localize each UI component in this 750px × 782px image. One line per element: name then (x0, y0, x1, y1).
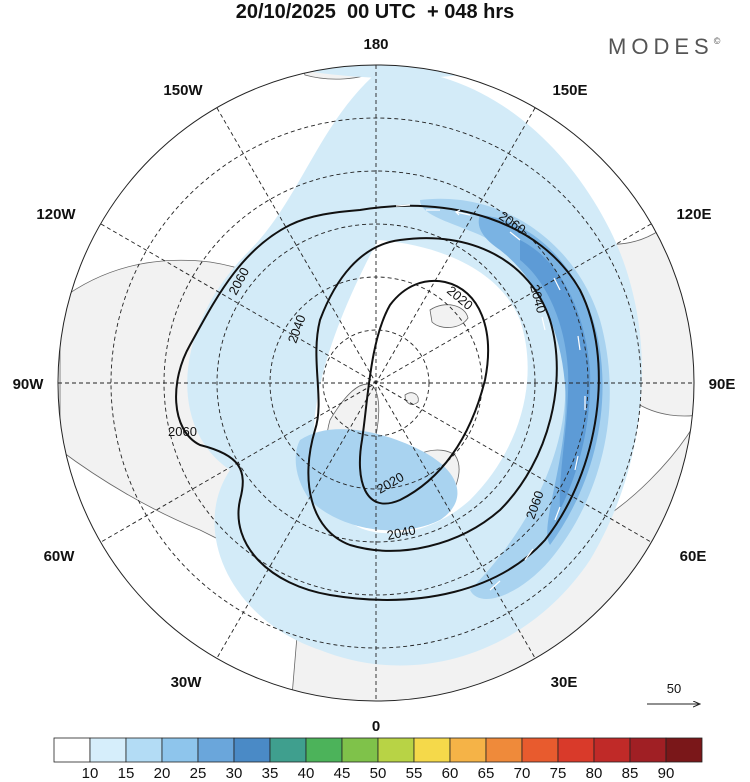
brand-text: MODES (608, 34, 714, 59)
colorbar-swatch (449, 737, 487, 763)
lon-label-30w: 30W (171, 674, 203, 691)
lon-label-60e: 60E (680, 548, 707, 565)
colorbar-tick-label: 25 (190, 765, 207, 782)
longitude-labels: 180 150E 120E 90E 60E 30E 0 30W 60W 90W … (13, 36, 736, 735)
colorbar-swatch (593, 737, 631, 763)
colorbar-tick-label: 90 (658, 765, 675, 782)
contour-label: 2040 (386, 522, 417, 543)
colorbar-tick-label: 50 (370, 765, 387, 782)
colorbar-tick-label: 80 (586, 765, 603, 782)
lon-label-180: 180 (363, 36, 388, 53)
colorbar-tick-label: 10 (82, 765, 99, 782)
colorbar-tick-label: 85 (622, 765, 639, 782)
colorbar-swatch (125, 737, 163, 763)
lon-label-150w: 150W (163, 82, 203, 99)
lon-label-90e: 90E (709, 376, 736, 393)
brand-mark: © (713, 36, 721, 46)
colorbar-tick-label: 15 (118, 765, 135, 782)
lon-label-120e: 120E (676, 206, 711, 223)
reference-vector: 50 (647, 681, 700, 704)
colorbar-swatch (413, 737, 451, 763)
map-content (58, 65, 694, 701)
lon-label-60w: 60W (44, 548, 76, 565)
colorbar-swatch (665, 737, 703, 763)
colorbar-tick-label: 40 (298, 765, 315, 782)
geopotential-contours (175, 204, 600, 601)
colorbar-swatch (485, 737, 523, 763)
colorbar-swatch (557, 737, 595, 763)
lon-label-30e: 30E (551, 674, 578, 691)
contour-2040 (307, 237, 558, 552)
contour-label: 2060 (168, 424, 197, 439)
colorbar-swatch (53, 737, 91, 763)
jet-core (520, 240, 591, 510)
colorbar-swatch (197, 737, 235, 763)
colorbar-tick-label: 45 (334, 765, 351, 782)
contour-2020 (358, 279, 489, 505)
contour-label: 2040 (527, 283, 549, 315)
colorbar: 10 15 20 25 30 35 40 45 50 55 60 65 70 75 80 85 90 (53, 737, 703, 782)
colorbar-tick-label: 35 (262, 765, 279, 782)
colorbar-swatch (305, 737, 343, 763)
map-title: 20/10/2025 00 UTC + 048 hrs (235, 1, 515, 23)
colorbar-swatch (377, 737, 415, 763)
colorbar-tick-label: 20 (154, 765, 171, 782)
wind-vectors (395, 204, 586, 591)
colorbar-swatch (521, 737, 559, 763)
reference-vector-label: 50 (667, 681, 681, 696)
colorbar-tick-label: 55 (406, 765, 423, 782)
lon-label-0: 0 (372, 718, 380, 735)
colorbar-tick-label: 70 (514, 765, 531, 782)
colorbar-swatch (341, 737, 379, 763)
lon-label-120w: 120W (36, 206, 76, 223)
graticule (58, 65, 694, 701)
colorbar-tick-label: 65 (478, 765, 495, 782)
modes-logo: MODES© (608, 34, 720, 60)
colorbar-swatch (233, 737, 271, 763)
contour-2060 (175, 204, 600, 601)
lon-label-150e: 150E (552, 82, 587, 99)
colorbar-swatch (269, 737, 307, 763)
map-border (57, 64, 695, 702)
colorbar-tick-label: 30 (226, 765, 243, 782)
colorbar-tick-label: 75 (550, 765, 567, 782)
colorbar-swatch (89, 737, 127, 763)
colorbar-tick-label: 60 (442, 765, 459, 782)
lon-label-90w: 90W (13, 376, 45, 393)
colorbar-swatch (161, 737, 199, 763)
colorbar-swatch (629, 737, 667, 763)
